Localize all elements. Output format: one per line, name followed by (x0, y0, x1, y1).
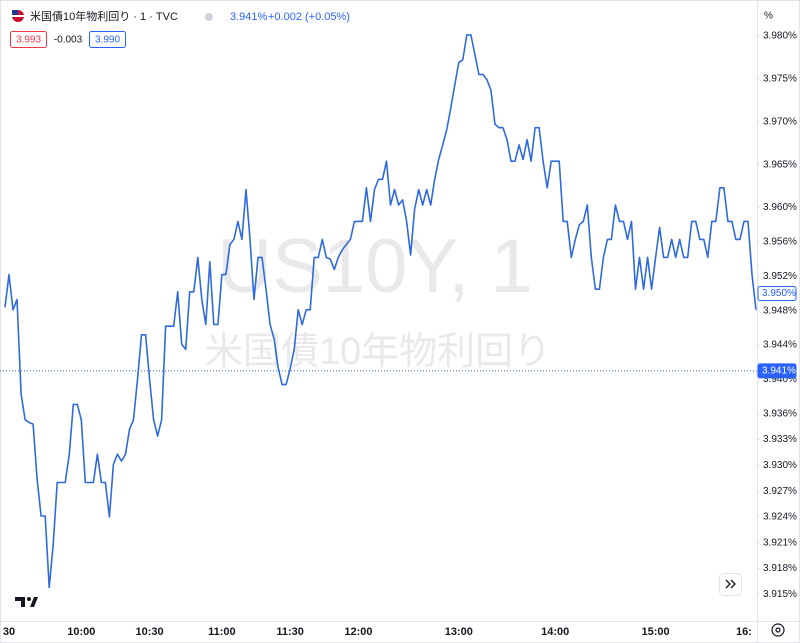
settings-button[interactable] (771, 623, 785, 637)
x-tick-label: 14:00 (541, 626, 569, 638)
watermark-name: 米国債10年物利回り (205, 331, 551, 373)
x-tick-label: 12:00 (344, 626, 372, 638)
y-tick-label: 3.933% (763, 434, 797, 445)
watermark-symbol: US10Y, 1 (217, 224, 533, 309)
status-dot (205, 13, 213, 21)
y-tick-label: 3.936% (763, 408, 797, 419)
y-tick-label: 3.927% (763, 486, 797, 497)
x-tick-label: 10:00 (67, 626, 95, 638)
y-tick-label: 3.952% (763, 271, 797, 282)
symbol-title: 米国債10年物利回り · 1 · TVC (30, 9, 178, 23)
y-tick-label: 3.970% (763, 116, 797, 127)
x-tick-label: 30 (3, 626, 15, 638)
price-line (4, 34, 757, 589)
y-unit: % (764, 11, 773, 22)
scroll-button[interactable] (719, 573, 742, 596)
x-tick-label: 13:00 (445, 626, 473, 638)
bid-box[interactable] (10, 31, 47, 48)
y-tick-label: 3.956% (763, 237, 797, 248)
price-label-box (757, 363, 797, 379)
header-price: 3.941% (230, 11, 268, 23)
ask: 3.990 (95, 35, 120, 46)
x-tick-label: 16: (736, 626, 752, 638)
tv-logo (15, 597, 38, 607)
y-tick-label: 3.980% (763, 30, 797, 41)
y-tick-label: 3.918% (763, 563, 797, 574)
x-tick-label: 10:30 (136, 626, 164, 638)
y-tick-label: 3.975% (763, 73, 797, 84)
y-tick-label: 3.965% (763, 159, 797, 170)
price-label: 3.941% (762, 365, 796, 376)
x-tick-label: 11:30 (276, 626, 304, 638)
spread: -0.003 (54, 35, 83, 46)
header-change: +0.002 (+0.05%) (268, 11, 350, 23)
price-label-box (757, 286, 797, 302)
price-label: 3.950% (762, 288, 796, 299)
y-tick-label: 3.944% (763, 340, 797, 351)
y-tick-label: 3.924% (763, 512, 797, 523)
symbol-flag (12, 10, 24, 22)
y-tick-label: 3.960% (763, 202, 797, 213)
y-tick-label: 3.930% (763, 460, 797, 471)
bid: 3.993 (16, 35, 41, 46)
x-tick-label: 15:00 (642, 626, 670, 638)
y-tick-label: 3.940% (763, 374, 797, 385)
y-tick-label: 3.915% (763, 589, 797, 600)
y-tick-label: 3.948% (763, 305, 797, 316)
x-tick-label: 11:00 (208, 626, 236, 638)
y-tick-label: 3.921% (763, 537, 797, 548)
ask-box[interactable] (89, 31, 126, 48)
